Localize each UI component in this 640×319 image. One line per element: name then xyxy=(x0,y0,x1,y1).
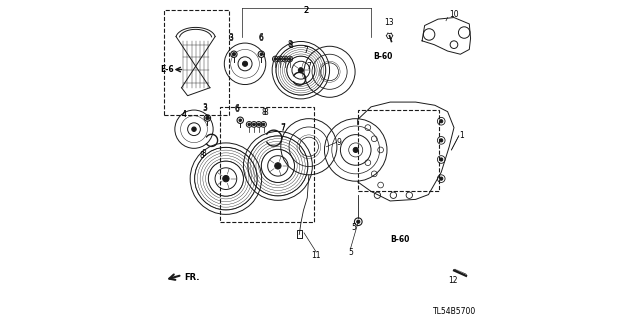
Circle shape xyxy=(223,175,229,182)
Bar xyxy=(358,110,439,191)
Text: 7: 7 xyxy=(280,124,285,133)
Text: 3: 3 xyxy=(229,33,234,42)
Circle shape xyxy=(206,116,209,120)
Circle shape xyxy=(232,53,236,56)
Text: 6: 6 xyxy=(235,104,239,113)
Text: 4: 4 xyxy=(182,110,187,119)
Circle shape xyxy=(440,120,443,123)
Text: E-6: E-6 xyxy=(161,65,174,74)
Text: 7: 7 xyxy=(280,123,285,132)
Text: FR.: FR. xyxy=(185,273,200,282)
Circle shape xyxy=(279,58,282,60)
Text: 3: 3 xyxy=(202,103,207,112)
Circle shape xyxy=(253,123,255,126)
Text: 8: 8 xyxy=(264,108,268,117)
Circle shape xyxy=(192,127,196,131)
Circle shape xyxy=(289,58,291,60)
Circle shape xyxy=(262,123,265,126)
Circle shape xyxy=(356,220,360,223)
Text: 7: 7 xyxy=(303,46,308,55)
Text: 1: 1 xyxy=(460,131,465,140)
Bar xyxy=(220,107,314,222)
Text: 10: 10 xyxy=(449,10,459,19)
Text: 5: 5 xyxy=(351,223,356,232)
Text: 3: 3 xyxy=(202,104,207,113)
Circle shape xyxy=(260,53,262,56)
Text: 8: 8 xyxy=(201,149,206,158)
Text: TL54B5700: TL54B5700 xyxy=(433,307,476,315)
Text: 4: 4 xyxy=(182,110,187,119)
Bar xyxy=(164,10,229,115)
Text: 8: 8 xyxy=(287,40,292,48)
Text: 2: 2 xyxy=(303,6,308,15)
Text: 7: 7 xyxy=(306,62,311,71)
Text: 8: 8 xyxy=(200,151,204,160)
Text: 3: 3 xyxy=(228,34,233,43)
Text: 9: 9 xyxy=(336,138,341,147)
Text: 5: 5 xyxy=(348,248,353,256)
Text: 2: 2 xyxy=(303,6,308,15)
Circle shape xyxy=(274,58,276,60)
Circle shape xyxy=(440,177,443,180)
Text: 8: 8 xyxy=(262,108,266,117)
Circle shape xyxy=(275,163,281,169)
Circle shape xyxy=(239,119,241,122)
Text: B-60: B-60 xyxy=(390,235,410,244)
Text: 12: 12 xyxy=(449,276,458,285)
Text: 8: 8 xyxy=(288,41,293,50)
Circle shape xyxy=(440,158,443,161)
Circle shape xyxy=(248,123,250,126)
Circle shape xyxy=(298,68,303,73)
Circle shape xyxy=(243,61,248,66)
Text: 6: 6 xyxy=(235,105,239,114)
Text: B-60: B-60 xyxy=(374,52,393,61)
Circle shape xyxy=(284,58,286,60)
Text: 11: 11 xyxy=(312,251,321,260)
Circle shape xyxy=(257,123,260,126)
Text: 6: 6 xyxy=(259,33,264,42)
Text: 6: 6 xyxy=(259,34,264,43)
Circle shape xyxy=(440,139,443,142)
Text: 13: 13 xyxy=(384,19,394,27)
Circle shape xyxy=(353,147,358,152)
